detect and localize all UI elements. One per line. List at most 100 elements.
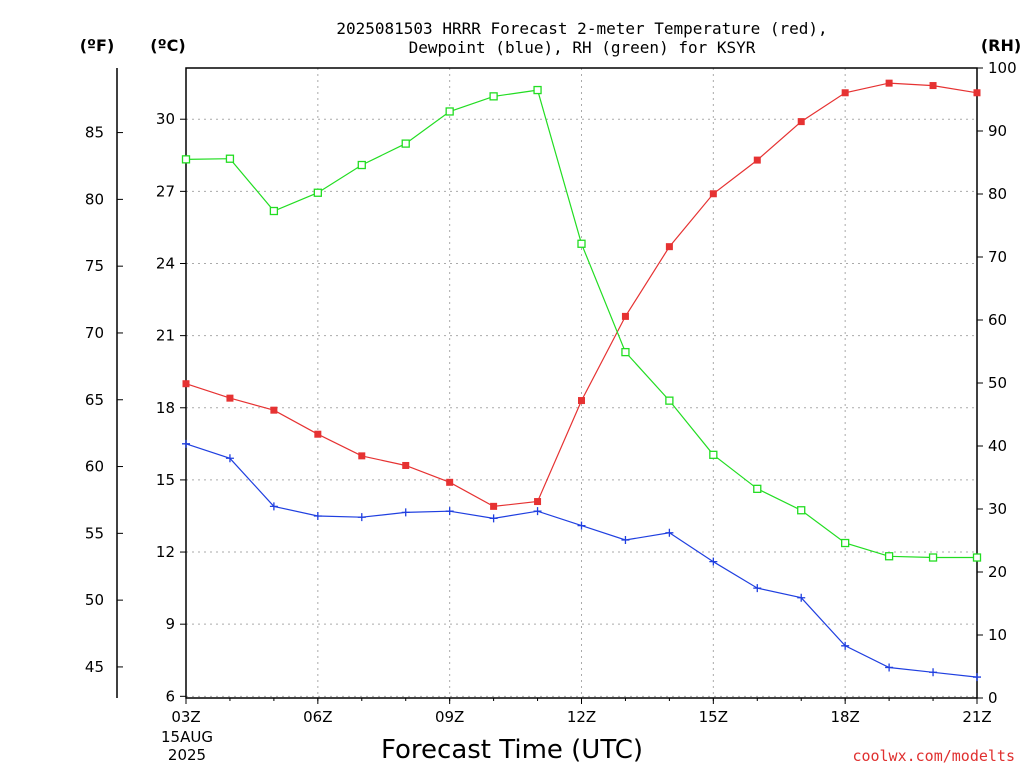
celsius-tick-label: 30 xyxy=(156,110,175,128)
rh-series-line xyxy=(185,89,977,559)
rh-point xyxy=(401,139,410,148)
temperature-point xyxy=(182,380,190,388)
rh-tick-label: 80 xyxy=(988,185,1007,203)
x-tick-label: 06Z xyxy=(303,708,332,726)
celsius-tick-label: 6 xyxy=(165,687,175,705)
celsius-tick-label: 15 xyxy=(156,471,175,489)
dewpoint-point xyxy=(929,668,938,677)
rh-point xyxy=(884,552,894,561)
temperature-point xyxy=(226,394,234,402)
temperature-point xyxy=(973,89,981,97)
rh-tick-label: 60 xyxy=(988,311,1007,329)
date-label-year: 2025 xyxy=(168,746,206,764)
dewpoint-point xyxy=(401,508,410,517)
dewpoint-point xyxy=(269,502,278,511)
rh-tick-label: 30 xyxy=(988,500,1007,518)
celsius-tick-label: 24 xyxy=(156,254,175,272)
dewpoint-point xyxy=(709,557,718,566)
rh-tick-label: 10 xyxy=(988,626,1007,644)
grid-lines xyxy=(186,68,977,698)
fahrenheit-tick-label: 65 xyxy=(85,391,104,409)
temperature-point xyxy=(358,452,366,460)
temperature-point xyxy=(841,89,849,97)
dewpoint-point xyxy=(313,511,322,520)
celsius-tick-label: 21 xyxy=(156,327,175,345)
temperature-point xyxy=(402,461,410,469)
dewpoint-point xyxy=(357,513,366,522)
unit-label-fahrenheit: (ºF) xyxy=(80,36,115,55)
x-tick-label: 03Z xyxy=(171,708,200,726)
rh-point xyxy=(753,484,762,493)
dewpoint-point xyxy=(841,641,850,650)
fahrenheit-tick-label: 55 xyxy=(85,524,104,542)
temperature-point xyxy=(665,243,673,251)
rh-point xyxy=(181,155,191,164)
temperature-point xyxy=(270,406,278,414)
fahrenheit-tick-label: 45 xyxy=(85,658,104,676)
temperature-point xyxy=(578,397,585,405)
x-tick-label: 12Z xyxy=(567,708,596,726)
rh-point xyxy=(445,107,454,116)
dewpoint-point xyxy=(533,507,542,516)
rh-point xyxy=(313,188,322,197)
fahrenheit-tick-label: 70 xyxy=(85,324,104,342)
rh-point xyxy=(225,154,235,163)
temperature-point xyxy=(753,156,761,164)
rh-tick-label: 0 xyxy=(988,689,998,707)
temperature-point xyxy=(490,502,498,510)
rh-point xyxy=(972,553,982,562)
temperature-point xyxy=(797,118,805,126)
temperature-point xyxy=(621,312,629,320)
chart-title-line1: 2025081503 HRRR Forecast 2-meter Tempera… xyxy=(336,19,827,38)
x-tick-label: 15Z xyxy=(699,708,728,726)
dewpoint-point xyxy=(885,663,894,672)
celsius-tick-label: 27 xyxy=(156,182,175,200)
fahrenheit-tick-label: 80 xyxy=(85,190,104,208)
x-axis-label: Forecast Time (UTC) xyxy=(381,735,643,765)
rh-point xyxy=(357,160,366,170)
dewpoint-point xyxy=(973,673,981,682)
rh-tick-label: 70 xyxy=(988,248,1007,266)
rh-point xyxy=(621,347,630,357)
unit-label-rh: (RH) xyxy=(981,36,1021,55)
dewpoint-point xyxy=(665,528,674,537)
rh-point xyxy=(577,239,586,248)
dewpoint-point xyxy=(445,507,454,516)
rh-point xyxy=(269,206,279,216)
temperature-point xyxy=(314,430,322,438)
rh-tick-label: 20 xyxy=(988,563,1007,581)
series-layer xyxy=(181,79,982,682)
rh-tick-label: 90 xyxy=(988,122,1007,140)
rh-point xyxy=(709,450,718,459)
x-tick-label: 18Z xyxy=(830,708,859,726)
fahrenheit-tick-label: 50 xyxy=(85,591,104,609)
chart-title-line2: Dewpoint (blue), RH (green) for KSYR xyxy=(409,38,756,57)
fahrenheit-tick-label: 60 xyxy=(85,458,104,476)
temperature-point xyxy=(534,498,542,506)
dewpoint-point xyxy=(797,593,806,602)
temperature-point xyxy=(446,478,454,486)
rh-point xyxy=(797,506,806,515)
temperature-point xyxy=(709,190,717,198)
rh-point xyxy=(665,396,674,405)
dewpoint-point xyxy=(225,454,234,463)
celsius-tick-label: 9 xyxy=(165,615,175,633)
x-tick-label: 09Z xyxy=(435,708,464,726)
dewpoint-point xyxy=(753,584,762,593)
rh-point xyxy=(489,92,498,101)
dewpoint-point xyxy=(182,439,190,448)
rh-point xyxy=(533,85,542,95)
celsius-tick-label: 12 xyxy=(156,543,175,561)
fahrenheit-tick-label: 85 xyxy=(85,124,104,142)
rh-point xyxy=(841,538,850,548)
axes: 03Z 06Z 09Z 12Z 15Z 18Z 21Z 6 9 12 15 18 21 24 27 30 45 5… xyxy=(85,59,1017,726)
celsius-tick-label: 18 xyxy=(156,399,175,417)
dewpoint-point xyxy=(621,536,630,545)
dewpoint-point xyxy=(577,521,586,530)
rh-point xyxy=(928,553,938,562)
unit-label-celsius: (ºC) xyxy=(150,36,185,55)
credit-label: coolwx.com/modelts xyxy=(852,747,1015,765)
temperature-point xyxy=(929,82,937,90)
